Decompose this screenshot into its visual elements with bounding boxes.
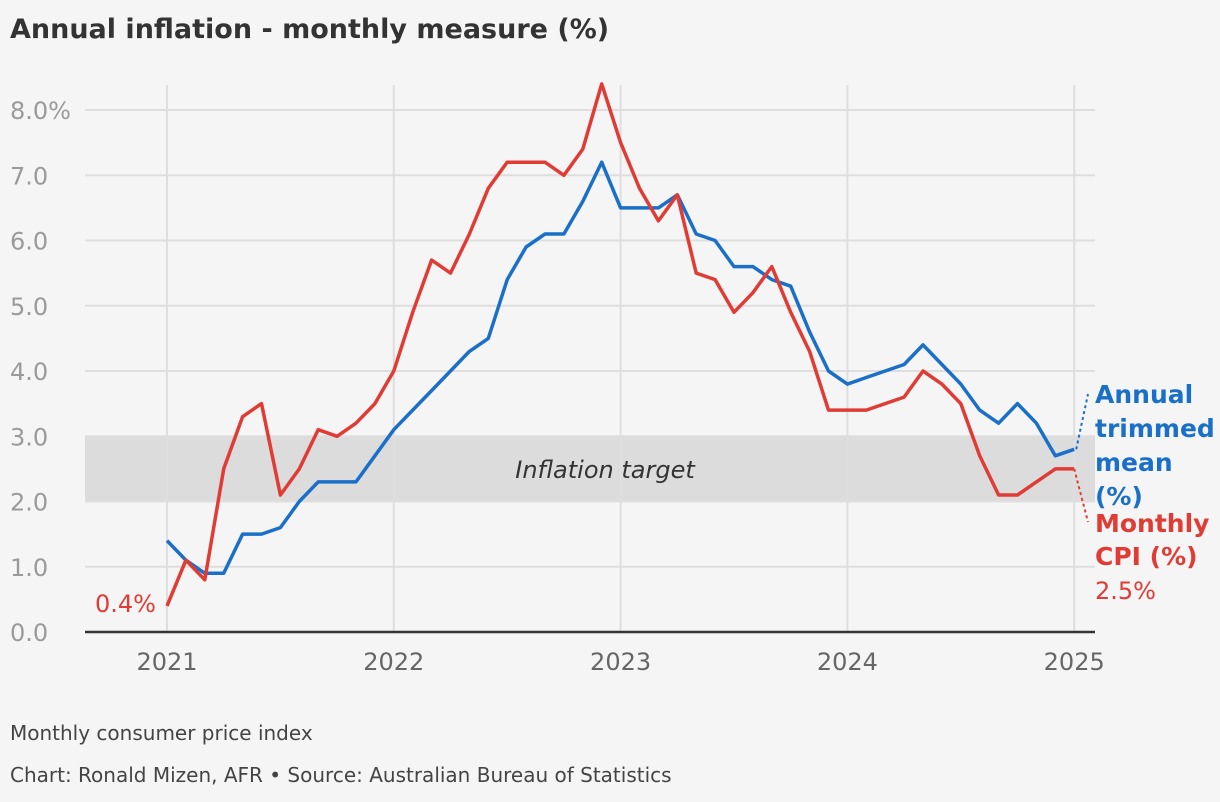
- series-label: Annual: [1095, 380, 1193, 409]
- end-value-label: 2.5%: [1095, 577, 1156, 605]
- series-label: Monthly: [1095, 509, 1209, 538]
- x-tick-label: 2022: [363, 648, 424, 676]
- y-tick-label: 5.0: [10, 293, 48, 321]
- x-tick-label: 2025: [1044, 648, 1105, 676]
- x-tick-label: 2023: [590, 648, 651, 676]
- series-label: (%): [1095, 482, 1143, 511]
- y-tick-label: 4.0: [10, 358, 48, 386]
- x-tick-label: 2024: [817, 648, 878, 676]
- target-band: [85, 436, 1095, 502]
- x-tick-label: 2021: [136, 648, 197, 676]
- y-tick-label: 1.0: [10, 554, 48, 582]
- y-tick-label: 8.0%: [10, 97, 71, 125]
- band-label: Inflation target: [515, 456, 696, 484]
- y-tick-label: 3.0: [10, 423, 48, 451]
- chart-title: Annual inflation - monthly measure (%): [10, 14, 610, 45]
- chart-source: Chart: Ronald Mizen, AFR • Source: Austr…: [10, 763, 672, 787]
- y-tick-label: 7.0: [10, 162, 48, 190]
- y-tick-label: 6.0: [10, 228, 48, 256]
- y-tick-label: 0.0: [10, 619, 48, 647]
- start-value-label: 0.4%: [95, 590, 156, 618]
- series-label: mean: [1095, 448, 1173, 477]
- chart-subtitle: Monthly consumer price index: [10, 721, 313, 745]
- y-tick-label: 2.0: [10, 489, 48, 517]
- series-label: CPI (%): [1095, 542, 1198, 571]
- series-label: trimmed: [1095, 414, 1215, 443]
